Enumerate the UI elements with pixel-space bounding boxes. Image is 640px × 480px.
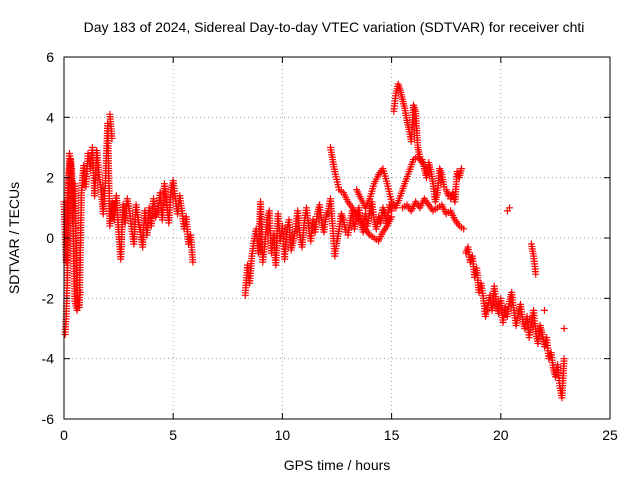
data-point xyxy=(189,258,197,266)
series-segment-D-spikes xyxy=(503,204,568,332)
data-point xyxy=(388,213,396,221)
data-point xyxy=(457,165,465,173)
data-point xyxy=(540,306,548,314)
chart-title: Day 183 of 2024, Sidereal Day-to-day VTE… xyxy=(84,19,585,35)
data-point xyxy=(560,325,568,332)
series-segment-A-spikes xyxy=(61,110,116,339)
series-segment-A xyxy=(60,119,197,311)
series-segment-B-rising-arc xyxy=(353,153,426,212)
y-tick-label: -2 xyxy=(42,290,55,306)
x-tick-label: 20 xyxy=(493,427,509,443)
series-segment-C xyxy=(390,80,465,206)
data-point xyxy=(506,204,514,212)
data-point xyxy=(460,225,468,233)
series-segment-B xyxy=(241,195,396,299)
y-tick-label: 4 xyxy=(46,109,54,125)
data-marks xyxy=(60,80,568,402)
x-tick-label: 25 xyxy=(602,427,618,443)
data-point xyxy=(388,207,396,215)
y-axis-title: SDTVAR / TECUs xyxy=(6,182,22,294)
x-tick-label: 10 xyxy=(275,427,291,443)
axis-ticks xyxy=(63,56,611,420)
series-segment-B-upper-arc xyxy=(326,144,396,245)
x-tick-label: 0 xyxy=(60,427,68,443)
y-tick-labels: -6 -4 -2 0 2 4 6 xyxy=(42,49,55,427)
data-point xyxy=(108,134,116,142)
x-tick-label: 5 xyxy=(169,427,177,443)
data-point xyxy=(560,355,568,363)
series-segment-D xyxy=(462,243,568,402)
series-segment-C-baseline xyxy=(399,195,468,233)
x-axis-title: GPS time / hours xyxy=(284,457,391,473)
y-tick-label: -6 xyxy=(42,411,55,427)
data-point xyxy=(532,270,540,278)
y-tick-label: 6 xyxy=(46,49,54,65)
x-tick-label: 15 xyxy=(384,427,400,443)
x-tick-labels: 0 5 10 15 20 25 xyxy=(60,427,618,443)
data-point xyxy=(76,288,84,296)
y-tick-label: 2 xyxy=(46,170,54,186)
y-tick-label: 0 xyxy=(46,230,54,246)
y-tick-label: -4 xyxy=(42,351,55,367)
